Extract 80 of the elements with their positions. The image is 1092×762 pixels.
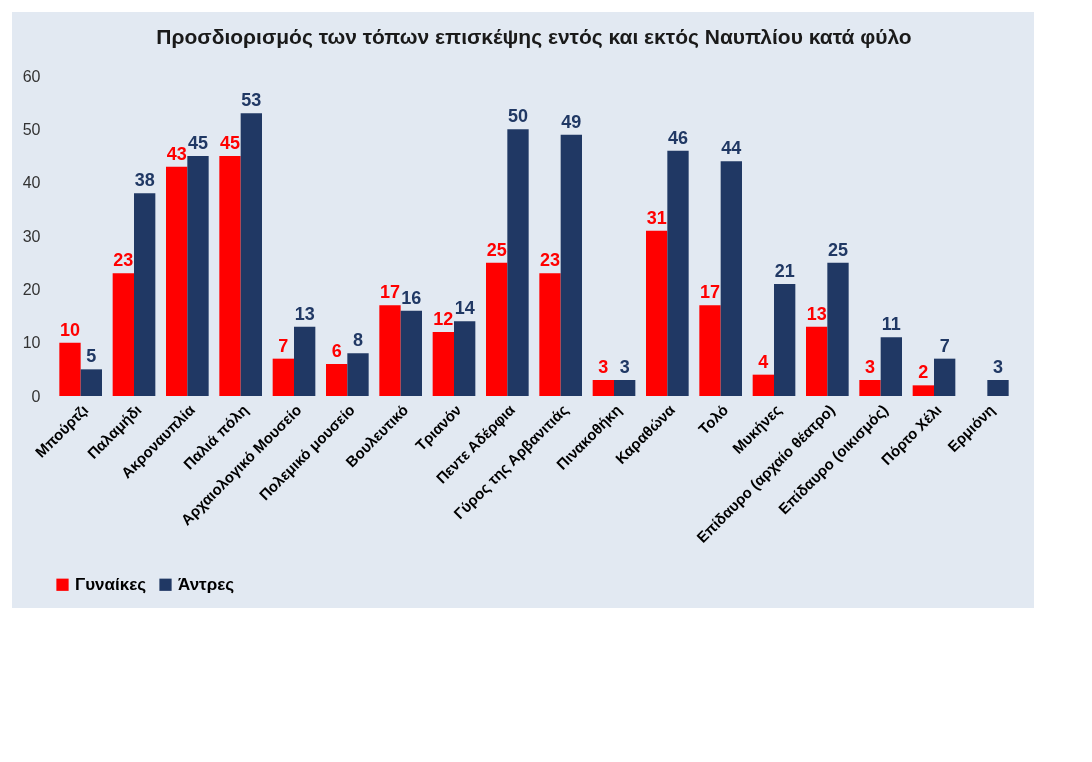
data-label: 2 bbox=[918, 362, 929, 383]
bar bbox=[774, 284, 796, 396]
bar bbox=[166, 166, 188, 396]
data-label: 12 bbox=[433, 309, 454, 329]
bar bbox=[699, 305, 721, 396]
bar bbox=[560, 134, 582, 396]
data-label: 5 bbox=[86, 346, 97, 367]
data-label: 21 bbox=[774, 261, 795, 281]
bar bbox=[806, 326, 828, 396]
y-tick-label: 10 bbox=[22, 334, 41, 352]
bar bbox=[880, 337, 902, 396]
data-label: 23 bbox=[113, 250, 134, 271]
data-label: 45 bbox=[219, 133, 241, 153]
bar bbox=[592, 380, 614, 396]
bar bbox=[454, 321, 476, 396]
bar bbox=[720, 161, 742, 396]
data-label: 4 bbox=[758, 351, 769, 372]
data-label: 3 bbox=[619, 357, 630, 377]
data-label: 50 bbox=[507, 106, 529, 127]
data-label: 46 bbox=[667, 127, 689, 148]
y-tick-label: 50 bbox=[22, 120, 41, 138]
bar bbox=[912, 385, 934, 396]
data-label: 14 bbox=[454, 298, 475, 319]
data-label: 6 bbox=[331, 341, 342, 361]
data-label: 45 bbox=[187, 133, 209, 153]
data-label: 7 bbox=[278, 335, 289, 356]
bar bbox=[112, 273, 134, 396]
bar bbox=[240, 113, 262, 396]
data-label: 53 bbox=[241, 90, 262, 111]
data-label: 38 bbox=[134, 170, 155, 191]
data-label: 44 bbox=[721, 138, 742, 159]
bar bbox=[294, 326, 316, 396]
data-label: 11 bbox=[881, 314, 901, 335]
legend-label: Γυναίκες bbox=[75, 574, 147, 594]
bar bbox=[134, 193, 156, 396]
data-label: 10 bbox=[59, 319, 81, 340]
bar bbox=[80, 369, 102, 396]
data-label: 17 bbox=[699, 282, 721, 303]
data-label: 3 bbox=[864, 357, 876, 377]
bar bbox=[987, 380, 1009, 396]
bar bbox=[272, 358, 294, 396]
bar bbox=[614, 380, 636, 396]
bar bbox=[507, 129, 529, 396]
bar bbox=[347, 353, 369, 396]
bar bbox=[432, 332, 454, 396]
data-label: 17 bbox=[379, 282, 401, 303]
y-tick-label: 0 bbox=[31, 387, 41, 405]
data-label: 16 bbox=[401, 287, 422, 308]
data-label: 23 bbox=[539, 250, 561, 271]
bar bbox=[379, 305, 401, 396]
bar bbox=[219, 156, 241, 396]
y-tick-label: 30 bbox=[22, 227, 41, 245]
data-label: 31 bbox=[646, 207, 667, 228]
y-tick-label: 20 bbox=[22, 280, 41, 298]
bar bbox=[859, 380, 881, 396]
chart-title: Προσδιορισμός των τόπων επισκέψης εντός και εκτός Ναυπλίου κατά φύλο bbox=[156, 25, 912, 49]
bar bbox=[934, 358, 956, 396]
bar bbox=[400, 310, 422, 396]
bar bbox=[646, 230, 668, 396]
bar bbox=[539, 273, 561, 396]
data-label: 3 bbox=[598, 357, 609, 377]
bar bbox=[187, 156, 209, 396]
bar bbox=[667, 150, 689, 396]
y-tick-label: 40 bbox=[22, 174, 41, 192]
data-label: 13 bbox=[806, 303, 827, 324]
bar bbox=[486, 262, 508, 396]
data-label: 13 bbox=[294, 303, 315, 324]
legend-label: Άντρες bbox=[178, 574, 235, 594]
bar bbox=[827, 262, 849, 396]
bar bbox=[326, 364, 348, 396]
data-label: 8 bbox=[352, 330, 364, 351]
bar bbox=[752, 374, 774, 396]
data-label: 25 bbox=[486, 239, 507, 260]
bar bbox=[59, 342, 81, 396]
y-tick-label: 60 bbox=[22, 67, 41, 85]
data-label: 7 bbox=[939, 335, 950, 356]
data-label: 43 bbox=[166, 143, 187, 164]
data-label: 49 bbox=[561, 111, 582, 132]
data-label: 25 bbox=[827, 239, 849, 260]
data-label: 3 bbox=[992, 357, 1004, 377]
